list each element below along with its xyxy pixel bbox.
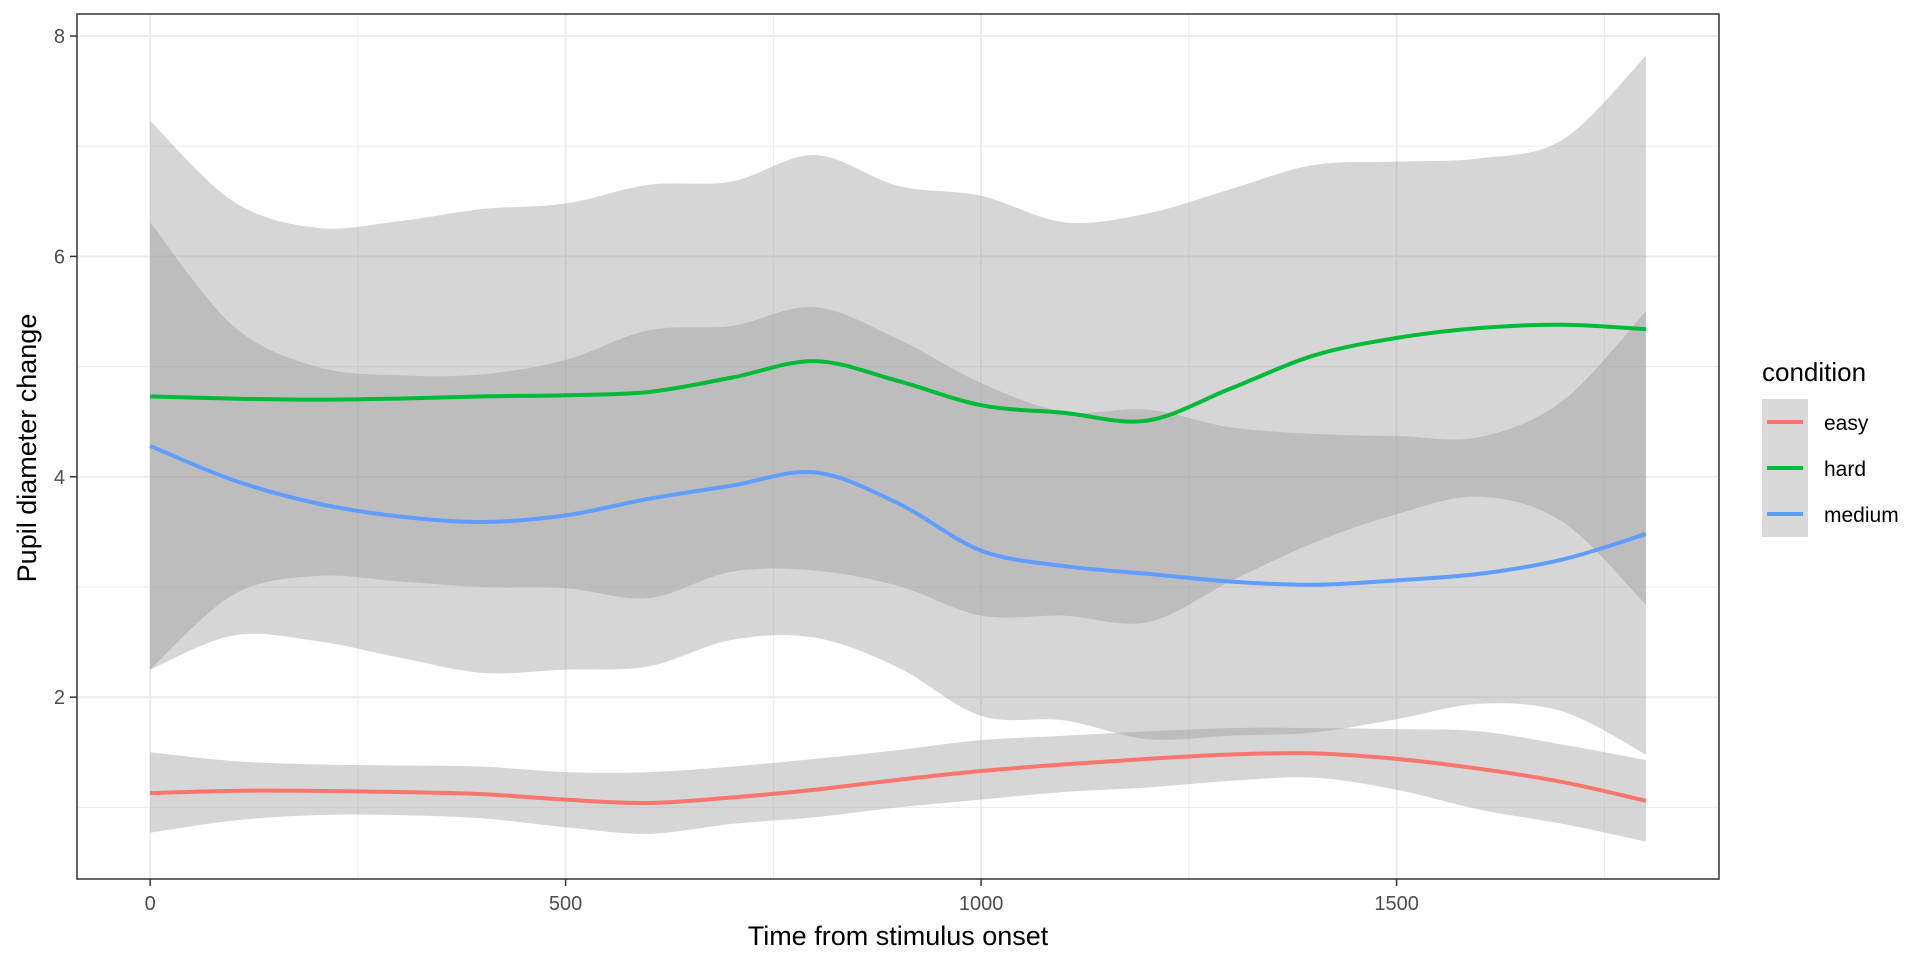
y-tick-label: 8 — [54, 26, 65, 48]
x-tick-label: 500 — [549, 893, 582, 915]
series-line-medium — [149, 444, 1647, 587]
series-line-easy — [150, 751, 1647, 806]
confidence-ribbons — [150, 55, 1646, 842]
x-tick-label: 0 — [145, 893, 156, 915]
legend-label-hard: hard — [1824, 458, 1866, 481]
y-tick-label: 2 — [54, 687, 65, 709]
y-tick-label: 6 — [54, 246, 65, 268]
ribbon-easy — [150, 727, 1646, 842]
x-axis-title: Time from stimulus onset — [748, 921, 1049, 951]
series-line-hard — [150, 322, 1646, 424]
ribbon-medium — [150, 222, 1646, 755]
panel-border — [76, 13, 1720, 880]
legend-items: easy hard medium — [1762, 399, 1899, 537]
series-lines — [149, 322, 1647, 806]
y-tick-label: 4 — [54, 467, 65, 489]
legend-title: condition — [1762, 357, 1866, 387]
y-axis-title: Pupil diameter change — [12, 314, 42, 583]
axes: 0 500 1000 1500 2 4 6 8 — [54, 26, 1419, 915]
legend: condition easy hard medium — [1762, 357, 1899, 537]
legend-label-easy: easy — [1824, 412, 1869, 435]
legend-label-medium: medium — [1824, 504, 1899, 527]
x-tick-label: 1000 — [959, 893, 1004, 915]
x-tick-label: 1500 — [1374, 893, 1419, 915]
grid — [77, 14, 1719, 879]
ribbon-hard — [150, 55, 1646, 670]
